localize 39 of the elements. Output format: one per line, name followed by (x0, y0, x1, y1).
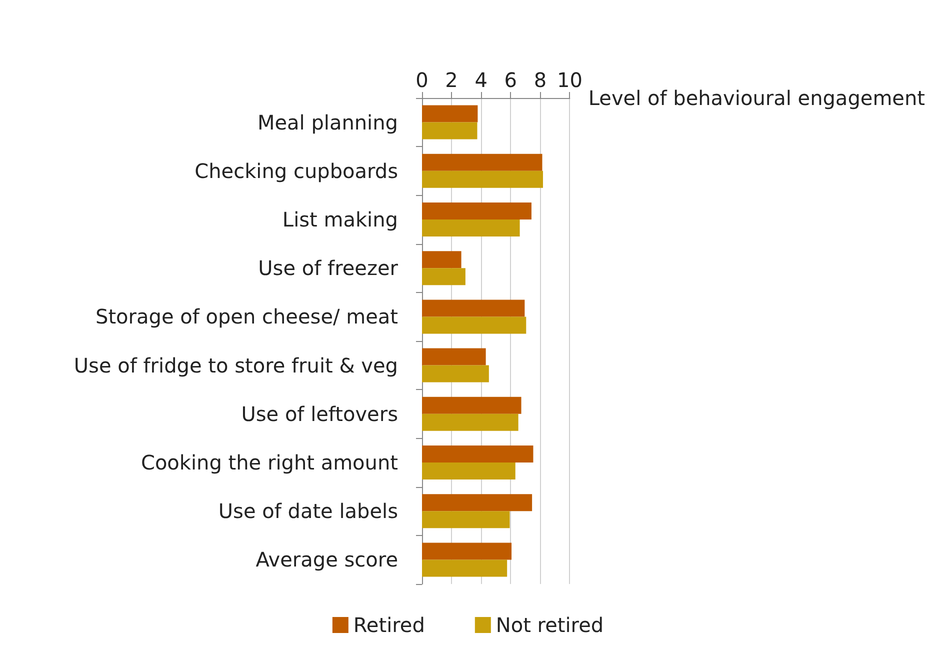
y-tick-label: Cooking the right amount (140, 450, 398, 474)
y-tick-label: Use of leftovers (241, 402, 398, 426)
bar (422, 560, 508, 577)
bar (422, 396, 522, 414)
y-tick-label: Average score (256, 548, 398, 572)
bar (422, 220, 520, 237)
bar (422, 300, 525, 317)
bar (422, 445, 534, 462)
x-tick-label: 8 (534, 68, 547, 92)
x-tick-label: 4 (474, 68, 488, 92)
bar (422, 251, 462, 268)
bar (422, 511, 510, 528)
x-axis-title: Level of behavioural engagement (588, 86, 926, 110)
x-tick-label: 0 (416, 68, 428, 92)
y-tick-label: List making (282, 208, 398, 232)
bar (422, 268, 466, 286)
bar (422, 462, 516, 480)
bar (422, 202, 532, 220)
bar (422, 494, 532, 512)
bar (422, 365, 489, 382)
bar (422, 348, 486, 366)
legend-label: Retired (353, 613, 425, 637)
y-tick-label: Meal planning (257, 110, 398, 134)
x-tick-label: 6 (504, 68, 517, 92)
y-tick-label: Storage of open cheese/ meat (96, 304, 398, 329)
bar (422, 105, 478, 122)
y-tick-label: Checking cupboards (194, 158, 398, 183)
x-tick-label: 10 (557, 68, 582, 92)
bar (422, 170, 543, 188)
bar (422, 154, 542, 171)
legend-label: Not retired (496, 613, 604, 637)
x-tick-label: 2 (445, 68, 458, 92)
bar (422, 316, 526, 334)
y-tick-label: Use of date labels (218, 499, 398, 524)
y-tick-label: Use of fridge to store fruit & veg (74, 353, 398, 378)
y-tick-label: Use of freezer (258, 256, 399, 280)
bar (422, 122, 478, 140)
bar (422, 414, 518, 431)
bar (422, 542, 512, 560)
